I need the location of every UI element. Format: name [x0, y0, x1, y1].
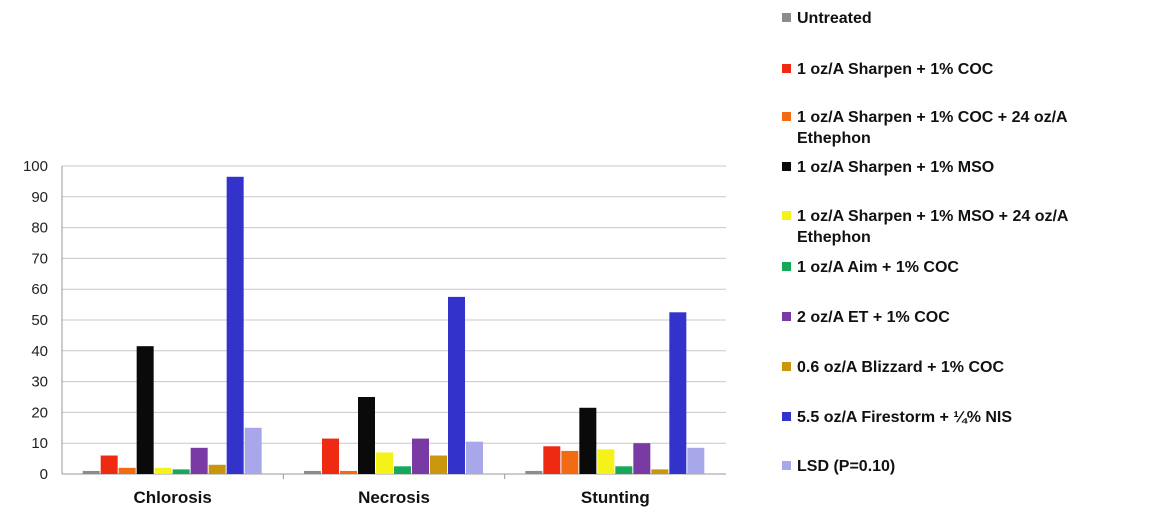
bar	[412, 438, 429, 474]
category-label: Stunting	[581, 488, 650, 507]
legend-label: 1 oz/A Sharpen + 1% COC + 24 oz/A	[797, 109, 1068, 126]
legend-label: 5.5 oz/A Firestorm + ¼% NIS	[797, 409, 1012, 426]
bar	[226, 176, 244, 474]
bar	[82, 470, 100, 474]
legend-label: 1 oz/A Sharpen + 1% MSO + 24 oz/A	[797, 208, 1069, 225]
legend-swatch	[782, 312, 791, 321]
bar	[244, 427, 262, 474]
bar	[430, 455, 447, 474]
category-label: Necrosis	[358, 488, 430, 507]
bar	[448, 296, 465, 474]
bar	[687, 447, 705, 474]
legend-swatch	[782, 362, 791, 371]
y-tick-label: 30	[31, 374, 48, 391]
legend-swatch	[782, 461, 791, 470]
bar	[579, 407, 597, 474]
legend-swatch	[782, 64, 791, 73]
bar	[172, 469, 190, 474]
y-tick-label: 10	[31, 435, 48, 452]
legend-label: 1 oz/A Aim + 1% COC	[797, 259, 959, 276]
bar	[615, 466, 633, 474]
legend-swatch	[782, 262, 791, 271]
y-tick-label: 20	[31, 404, 48, 421]
bar	[669, 312, 687, 474]
bar	[340, 470, 357, 474]
bar	[208, 464, 226, 474]
bar	[651, 469, 669, 474]
y-tick-label: 80	[31, 220, 48, 237]
bar	[322, 438, 339, 474]
bar	[394, 466, 411, 474]
y-tick-label: 50	[31, 312, 48, 329]
bar	[190, 447, 208, 474]
legend-swatch	[782, 162, 791, 171]
bar	[466, 441, 483, 474]
bar	[100, 455, 118, 474]
legend-label: Untreated	[797, 10, 872, 27]
legend-label: 1 oz/A Sharpen + 1% COC	[797, 61, 994, 78]
y-tick-label: 60	[31, 281, 48, 298]
legend-label: 1 oz/A Sharpen + 1% MSO	[797, 159, 994, 176]
bar	[543, 446, 561, 474]
legend-label: 0.6 oz/A Blizzard + 1% COC	[797, 359, 1004, 376]
y-tick-label: 90	[31, 189, 48, 206]
legend-label: 2 oz/A ET + 1% COC	[797, 309, 950, 326]
legend-swatch	[782, 211, 791, 220]
y-axis-tick-labels: 0 10 20 30 40 50 60 70 80 90 100	[23, 158, 48, 483]
bar	[304, 470, 321, 474]
category-label: Chlorosis	[133, 488, 211, 507]
bar	[154, 467, 172, 474]
bar	[633, 443, 651, 474]
x-axis-category-labels: Chlorosis Necrosis Stunting	[133, 488, 649, 507]
bar	[376, 452, 393, 474]
bar	[136, 346, 154, 474]
bar	[561, 450, 579, 474]
y-tick-label: 0	[40, 466, 48, 483]
legend-label: LSD (P=0.10)	[797, 458, 895, 475]
bar	[118, 467, 136, 474]
y-tick-label: 40	[31, 343, 48, 360]
y-tick-label: 100	[23, 158, 48, 175]
legend-label: Ethephon	[797, 130, 871, 147]
bar	[597, 449, 615, 474]
legend-swatch	[782, 412, 791, 421]
gridlines	[62, 165, 726, 444]
axes	[61, 166, 726, 479]
legend-swatch	[782, 112, 791, 121]
legend: Untreated 1 oz/A Sharpen + 1% COC 1 oz/A S…	[782, 10, 1069, 475]
y-tick-label: 70	[31, 250, 48, 267]
bar	[525, 470, 543, 474]
legend-label: Ethephon	[797, 229, 871, 246]
bar	[358, 397, 375, 474]
bars	[82, 176, 705, 474]
legend-swatch	[782, 13, 791, 22]
